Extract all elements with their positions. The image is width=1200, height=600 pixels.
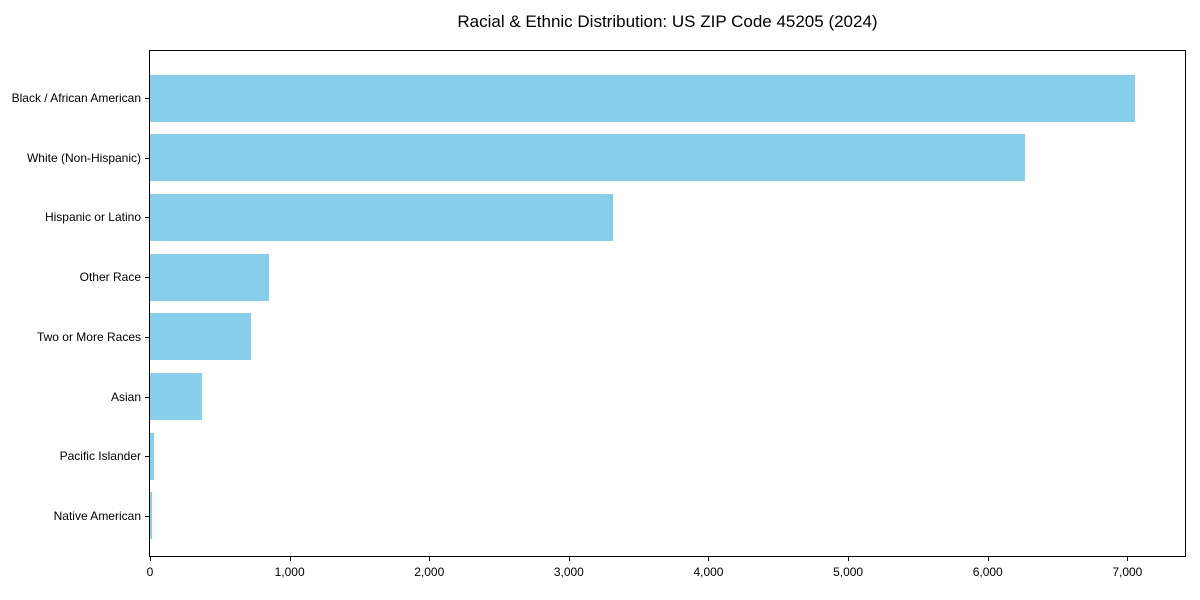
bar-two-or-more-races: [150, 313, 252, 361]
y-tick-mark: [145, 277, 150, 279]
plot-area: Black / African American White (Non-Hispa…: [12, 50, 1186, 579]
bar-hispanic-or-latino: [150, 193, 613, 241]
y-tick-mark: [145, 98, 150, 99]
y-tick-mark: [145, 515, 150, 517]
x-tick-mark: [708, 556, 710, 561]
x-tick-mark: [150, 556, 151, 561]
x-axis-label-3-000: 3,000: [553, 565, 584, 579]
y-axis-label-pacific-islander: Pacific Islander: [59, 449, 141, 464]
x-axis-label-4-000: 4,000: [693, 565, 724, 579]
x-axis-label-7-000: 7,000: [1112, 565, 1143, 579]
y-axis-label-other-race: Other Race: [79, 270, 141, 285]
x-axis-label-1-000: 1,000: [274, 565, 305, 579]
y-tick-mark: [145, 396, 150, 398]
bar-other-race: [150, 253, 270, 301]
x-axis-label-2-000: 2,000: [414, 565, 445, 579]
bar-black-african-american: [150, 74, 1136, 122]
y-axis-label-asian: Asian: [110, 389, 141, 404]
x-tick-mark: [848, 556, 850, 561]
x-tick-mark: [289, 556, 291, 561]
y-axis-label-black-african-american: Black / African American: [11, 91, 141, 105]
y-tick-mark: [145, 217, 150, 219]
x-axis-label-6-000: 6,000: [972, 565, 1003, 579]
x-axis-label-5-000: 5,000: [833, 565, 864, 579]
x-tick-mark: [568, 556, 570, 561]
y-axis-label-white-non-hispanic: White (Non-Hispanic): [26, 150, 141, 165]
y-tick-mark: [145, 336, 150, 338]
y-axis-label-hispanic-or-latino: Hispanic or Latino: [44, 210, 141, 225]
x-tick-mark: [1127, 556, 1129, 561]
y-tick-mark: [145, 456, 150, 458]
y-axis-label-native-american: Native American: [53, 508, 141, 523]
y-axis-label-two-or-more-races: Two or More Races: [36, 329, 141, 344]
bar-native-american: [150, 492, 153, 540]
bar-pacific-islander: [150, 432, 155, 480]
x-axis-label-0: 0: [146, 565, 154, 579]
chart-title: Racial & Ethnic Distribution: US ZIP Cod…: [457, 12, 878, 31]
bar-white-non-hispanic: [150, 134, 1026, 182]
x-tick-mark: [429, 556, 431, 561]
x-tick-mark: [987, 556, 989, 561]
bar-asian: [150, 373, 202, 421]
y-tick-mark: [145, 157, 150, 159]
